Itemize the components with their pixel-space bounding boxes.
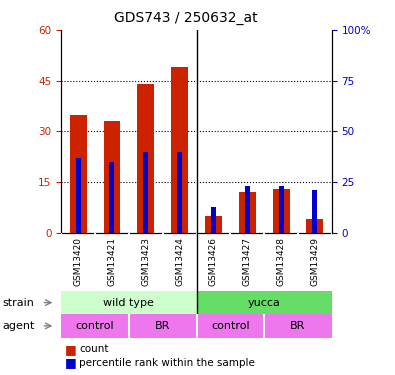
Text: BR: BR (155, 321, 170, 331)
Text: BR: BR (290, 321, 306, 331)
Text: strain: strain (2, 298, 34, 307)
Bar (61, 291, 197, 314)
Text: count: count (79, 344, 109, 354)
Text: GSM13426: GSM13426 (209, 237, 218, 286)
Bar (103, 121, 120, 233)
Bar (197, 314, 264, 338)
Bar (129, 314, 197, 338)
Bar (278, 186, 284, 233)
Text: percentile rank within the sample: percentile rank within the sample (79, 358, 255, 368)
Bar (177, 152, 182, 233)
Text: GSM13420: GSM13420 (73, 237, 83, 286)
Text: GSM13421: GSM13421 (107, 237, 117, 286)
Bar (143, 152, 148, 233)
Text: GSM13429: GSM13429 (310, 237, 320, 286)
Bar (264, 314, 332, 338)
Bar (197, 291, 332, 314)
Text: GSM13427: GSM13427 (243, 237, 252, 286)
Text: GSM13424: GSM13424 (175, 237, 184, 286)
Bar (307, 219, 324, 233)
Bar (61, 314, 129, 338)
Bar (239, 192, 256, 233)
Bar (312, 190, 318, 233)
Text: ■: ■ (65, 356, 77, 369)
Bar (171, 67, 188, 233)
Bar (137, 84, 154, 233)
Bar (211, 207, 216, 233)
Bar (109, 162, 115, 233)
Text: yucca: yucca (248, 298, 280, 307)
Text: ■: ■ (65, 343, 77, 356)
Bar (205, 216, 222, 233)
Text: GDS743 / 250632_at: GDS743 / 250632_at (114, 11, 258, 25)
Bar (70, 114, 87, 233)
Text: wild type: wild type (103, 298, 154, 307)
Text: control: control (211, 321, 250, 331)
Bar (273, 189, 290, 233)
Text: agent: agent (2, 321, 34, 331)
Text: control: control (76, 321, 115, 331)
Text: GSM13428: GSM13428 (276, 237, 286, 286)
Bar (75, 158, 81, 233)
Text: GSM13423: GSM13423 (141, 237, 150, 286)
Bar (245, 186, 250, 233)
